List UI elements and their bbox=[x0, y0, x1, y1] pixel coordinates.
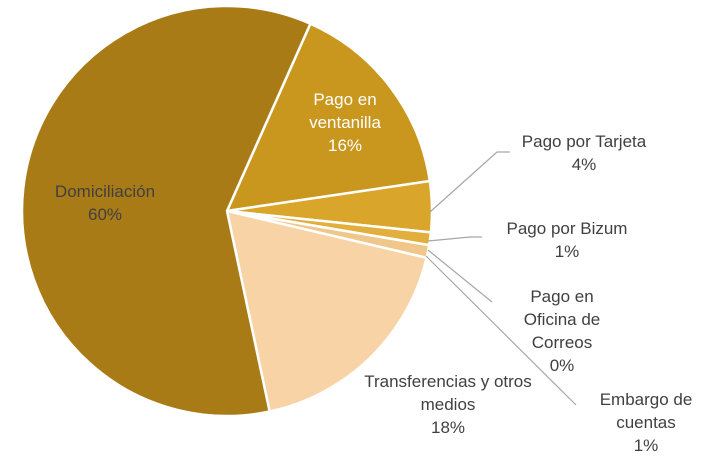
value-label: 0% bbox=[549, 356, 575, 375]
category-label: Transferencias y otros medios bbox=[364, 372, 532, 414]
leader-line bbox=[427, 249, 493, 303]
leader-line bbox=[425, 255, 577, 406]
value-label: 60% bbox=[87, 205, 123, 224]
data-label: Transferencias y otros medios 18% bbox=[363, 370, 533, 439]
data-label: Pago por Tarjeta 4% bbox=[504, 130, 664, 176]
category-label: Domiciliación bbox=[54, 182, 156, 201]
data-label: Pago en ventanilla 16% bbox=[285, 88, 405, 157]
data-label: Embargo de cuentas 1% bbox=[581, 388, 711, 457]
category-label: Pago por Bizum bbox=[506, 219, 628, 238]
value-label: 1% bbox=[554, 242, 580, 261]
data-label: Pago por Bizum 1% bbox=[482, 217, 652, 263]
leader-line bbox=[427, 236, 482, 242]
value-label: 4% bbox=[571, 155, 597, 174]
data-label: Domiciliación 60% bbox=[25, 180, 185, 226]
pie-slice bbox=[225, 209, 429, 414]
category-label: Pago en Oficina de Correos bbox=[523, 287, 601, 352]
value-label: 1% bbox=[633, 436, 659, 455]
category-label: Pago por Tarjeta bbox=[521, 132, 647, 151]
pie-slice bbox=[224, 22, 432, 213]
pie-slice bbox=[20, 4, 313, 418]
category-label: Pago en ventanilla bbox=[309, 90, 381, 132]
category-label: Embargo de cuentas bbox=[599, 390, 693, 432]
leader-line bbox=[429, 151, 510, 213]
value-label: 16% bbox=[327, 136, 363, 155]
value-label: 18% bbox=[430, 418, 466, 437]
data-label: Pago en Oficina de Correos 0% bbox=[502, 285, 622, 377]
